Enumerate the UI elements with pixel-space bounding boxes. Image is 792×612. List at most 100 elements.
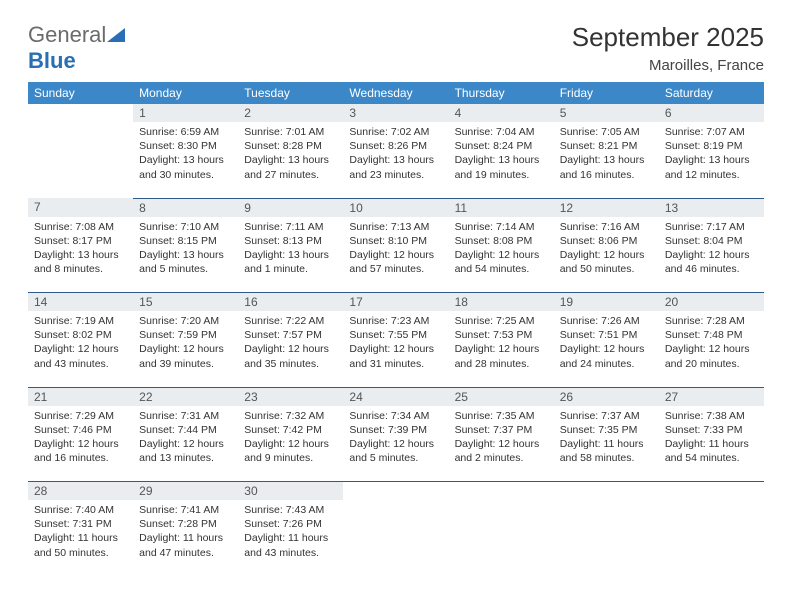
day-cell-text: Sunrise: 7:05 AMSunset: 8:21 PMDaylight:… bbox=[560, 125, 653, 182]
day-number: 21 bbox=[28, 387, 133, 406]
day-number bbox=[28, 104, 133, 122]
day-cell bbox=[554, 500, 659, 576]
sunset-line: Sunset: 8:08 PM bbox=[455, 234, 548, 248]
logo-triangle-icon bbox=[107, 22, 125, 48]
sunrise-line: Sunrise: 7:01 AM bbox=[244, 125, 337, 139]
day-number: 22 bbox=[133, 387, 238, 406]
day-cell: Sunrise: 7:29 AMSunset: 7:46 PMDaylight:… bbox=[28, 406, 133, 482]
day-cell: Sunrise: 7:43 AMSunset: 7:26 PMDaylight:… bbox=[238, 500, 343, 576]
week-row: Sunrise: 7:29 AMSunset: 7:46 PMDaylight:… bbox=[28, 406, 764, 482]
day-number-row: 123456 bbox=[28, 104, 764, 122]
daylight-line: Daylight: 11 hours and 58 minutes. bbox=[560, 437, 653, 465]
day-cell bbox=[343, 500, 448, 576]
day-cell-text: Sunrise: 7:08 AMSunset: 8:17 PMDaylight:… bbox=[34, 220, 127, 277]
sunrise-line: Sunrise: 7:05 AM bbox=[560, 125, 653, 139]
day-cell-text: Sunrise: 7:26 AMSunset: 7:51 PMDaylight:… bbox=[560, 314, 653, 371]
week-row: Sunrise: 7:19 AMSunset: 8:02 PMDaylight:… bbox=[28, 311, 764, 387]
day-header: Wednesday bbox=[343, 82, 448, 104]
sunset-line: Sunset: 7:31 PM bbox=[34, 517, 127, 531]
sunrise-line: Sunrise: 7:38 AM bbox=[665, 409, 758, 423]
day-cell-text: Sunrise: 7:19 AMSunset: 8:02 PMDaylight:… bbox=[34, 314, 127, 371]
sunrise-line: Sunrise: 7:14 AM bbox=[455, 220, 548, 234]
day-number: 27 bbox=[659, 387, 764, 406]
day-cell-text: Sunrise: 7:10 AMSunset: 8:15 PMDaylight:… bbox=[139, 220, 232, 277]
sunset-line: Sunset: 7:35 PM bbox=[560, 423, 653, 437]
sunset-line: Sunset: 8:28 PM bbox=[244, 139, 337, 153]
sunset-line: Sunset: 7:39 PM bbox=[349, 423, 442, 437]
sunset-line: Sunset: 8:02 PM bbox=[34, 328, 127, 342]
sunrise-line: Sunrise: 7:23 AM bbox=[349, 314, 442, 328]
day-cell: Sunrise: 7:01 AMSunset: 8:28 PMDaylight:… bbox=[238, 122, 343, 198]
sunrise-line: Sunrise: 7:26 AM bbox=[560, 314, 653, 328]
sunrise-line: Sunrise: 7:25 AM bbox=[455, 314, 548, 328]
day-cell-text: Sunrise: 7:40 AMSunset: 7:31 PMDaylight:… bbox=[34, 503, 127, 560]
daylight-line: Daylight: 13 hours and 8 minutes. bbox=[34, 248, 127, 276]
brand-name-a: General bbox=[28, 22, 106, 47]
day-cell-text: Sunrise: 7:34 AMSunset: 7:39 PMDaylight:… bbox=[349, 409, 442, 466]
day-cell bbox=[449, 500, 554, 576]
sunset-line: Sunset: 8:21 PM bbox=[560, 139, 653, 153]
sunrise-line: Sunrise: 7:35 AM bbox=[455, 409, 548, 423]
daylight-line: Daylight: 12 hours and 24 minutes. bbox=[560, 342, 653, 370]
day-number: 4 bbox=[449, 104, 554, 122]
day-number: 9 bbox=[238, 198, 343, 217]
day-cell: Sunrise: 7:19 AMSunset: 8:02 PMDaylight:… bbox=[28, 311, 133, 387]
day-number: 13 bbox=[659, 198, 764, 217]
day-cell: Sunrise: 7:14 AMSunset: 8:08 PMDaylight:… bbox=[449, 217, 554, 293]
sunrise-line: Sunrise: 7:29 AM bbox=[34, 409, 127, 423]
day-number: 7 bbox=[28, 198, 133, 217]
day-number: 18 bbox=[449, 293, 554, 312]
day-cell-text: Sunrise: 7:22 AMSunset: 7:57 PMDaylight:… bbox=[244, 314, 337, 371]
sunset-line: Sunset: 8:10 PM bbox=[349, 234, 442, 248]
day-header: Sunday bbox=[28, 82, 133, 104]
daylight-line: Daylight: 12 hours and 13 minutes. bbox=[139, 437, 232, 465]
day-number bbox=[449, 482, 554, 501]
daylight-line: Daylight: 13 hours and 27 minutes. bbox=[244, 153, 337, 181]
day-cell-text: Sunrise: 7:31 AMSunset: 7:44 PMDaylight:… bbox=[139, 409, 232, 466]
day-cell-text: Sunrise: 7:35 AMSunset: 7:37 PMDaylight:… bbox=[455, 409, 548, 466]
day-cell-text: Sunrise: 7:43 AMSunset: 7:26 PMDaylight:… bbox=[244, 503, 337, 560]
day-cell-text: Sunrise: 7:07 AMSunset: 8:19 PMDaylight:… bbox=[665, 125, 758, 182]
day-cell: Sunrise: 7:40 AMSunset: 7:31 PMDaylight:… bbox=[28, 500, 133, 576]
day-cell-text: Sunrise: 7:02 AMSunset: 8:26 PMDaylight:… bbox=[349, 125, 442, 182]
day-cell: Sunrise: 7:07 AMSunset: 8:19 PMDaylight:… bbox=[659, 122, 764, 198]
day-cell: Sunrise: 7:13 AMSunset: 8:10 PMDaylight:… bbox=[343, 217, 448, 293]
location-label: Maroilles, France bbox=[572, 57, 764, 74]
sunrise-line: Sunrise: 7:34 AM bbox=[349, 409, 442, 423]
daylight-line: Daylight: 12 hours and 20 minutes. bbox=[665, 342, 758, 370]
day-cell-text: Sunrise: 7:25 AMSunset: 7:53 PMDaylight:… bbox=[455, 314, 548, 371]
day-cell-text: Sunrise: 7:32 AMSunset: 7:42 PMDaylight:… bbox=[244, 409, 337, 466]
day-number-row: 78910111213 bbox=[28, 198, 764, 217]
daylight-line: Daylight: 12 hours and 31 minutes. bbox=[349, 342, 442, 370]
daylight-line: Daylight: 12 hours and 39 minutes. bbox=[139, 342, 232, 370]
page-title: September 2025 bbox=[572, 22, 764, 53]
day-number: 23 bbox=[238, 387, 343, 406]
daylight-line: Daylight: 13 hours and 1 minute. bbox=[244, 248, 337, 276]
day-header-row: SundayMondayTuesdayWednesdayThursdayFrid… bbox=[28, 82, 764, 104]
sunrise-line: Sunrise: 7:32 AM bbox=[244, 409, 337, 423]
daylight-line: Daylight: 13 hours and 16 minutes. bbox=[560, 153, 653, 181]
brand-logo: General Blue bbox=[28, 22, 125, 74]
day-cell-text: Sunrise: 7:13 AMSunset: 8:10 PMDaylight:… bbox=[349, 220, 442, 277]
day-number: 6 bbox=[659, 104, 764, 122]
daylight-line: Daylight: 12 hours and 9 minutes. bbox=[244, 437, 337, 465]
daylight-line: Daylight: 12 hours and 46 minutes. bbox=[665, 248, 758, 276]
day-number: 15 bbox=[133, 293, 238, 312]
sunset-line: Sunset: 7:26 PM bbox=[244, 517, 337, 531]
day-cell: Sunrise: 7:02 AMSunset: 8:26 PMDaylight:… bbox=[343, 122, 448, 198]
day-cell-text: Sunrise: 7:29 AMSunset: 7:46 PMDaylight:… bbox=[34, 409, 127, 466]
sunset-line: Sunset: 8:13 PM bbox=[244, 234, 337, 248]
day-cell-text: Sunrise: 7:16 AMSunset: 8:06 PMDaylight:… bbox=[560, 220, 653, 277]
day-header: Thursday bbox=[449, 82, 554, 104]
day-cell-text: Sunrise: 7:17 AMSunset: 8:04 PMDaylight:… bbox=[665, 220, 758, 277]
daylight-line: Daylight: 13 hours and 19 minutes. bbox=[455, 153, 548, 181]
sunrise-line: Sunrise: 7:04 AM bbox=[455, 125, 548, 139]
daylight-line: Daylight: 12 hours and 5 minutes. bbox=[349, 437, 442, 465]
day-cell-text: Sunrise: 7:28 AMSunset: 7:48 PMDaylight:… bbox=[665, 314, 758, 371]
day-number: 8 bbox=[133, 198, 238, 217]
day-cell: Sunrise: 7:08 AMSunset: 8:17 PMDaylight:… bbox=[28, 217, 133, 293]
day-cell-text: Sunrise: 7:41 AMSunset: 7:28 PMDaylight:… bbox=[139, 503, 232, 560]
day-number: 19 bbox=[554, 293, 659, 312]
sunrise-line: Sunrise: 7:20 AM bbox=[139, 314, 232, 328]
sunrise-line: Sunrise: 7:17 AM bbox=[665, 220, 758, 234]
